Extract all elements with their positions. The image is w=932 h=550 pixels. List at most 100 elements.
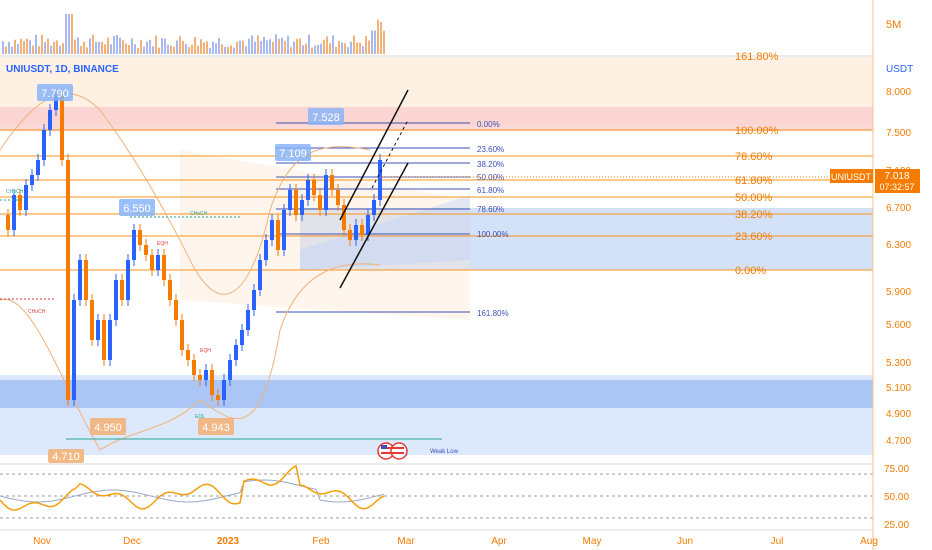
eqh-label: EQH (200, 348, 211, 354)
volume-bar (80, 46, 82, 54)
fib-big-label: 161.80% (735, 51, 779, 63)
us-flag-icon[interactable] (377, 442, 408, 460)
choch-label: CHoCH (28, 309, 46, 315)
volume-bar (350, 41, 352, 54)
price-tag-countdown: 07:32:57 (879, 182, 914, 192)
volume-bar (236, 41, 238, 54)
volume-bar (50, 45, 52, 54)
candle-body (210, 370, 214, 395)
volume-bar (23, 41, 25, 54)
volume-bar (41, 34, 43, 54)
volume-bar (308, 34, 310, 54)
candle-body (240, 330, 244, 345)
candle-body (258, 260, 262, 290)
volume-bar (374, 30, 376, 54)
volume-bar (359, 42, 361, 54)
rsi-axis[interactable]: 75.00 50.00 25.00 (884, 464, 909, 531)
candle-body (114, 280, 118, 320)
volume-bar (92, 34, 94, 54)
volume-bar (149, 39, 151, 54)
time-tick: Aug (860, 536, 878, 547)
price-axis[interactable]: 8.0007.5007.1006.7006.3005.9005.6005.300… (886, 87, 911, 447)
volume-bar (227, 46, 229, 54)
channel-midline[interactable] (371, 119, 409, 189)
volume-bar (215, 43, 217, 54)
volume-bar (101, 41, 103, 54)
fib-small-label: 78.60% (477, 205, 504, 214)
time-axis[interactable]: Nov Dec 2023 Feb Mar Apr May Jun Jul Aug (33, 536, 878, 547)
candle-body (138, 230, 142, 245)
volume-bar (299, 38, 301, 54)
candle-body (222, 380, 226, 400)
currency-label: USDT (886, 64, 913, 75)
fib-big-label: 50.00% (735, 192, 773, 204)
marker-value: 4.950 (94, 422, 122, 434)
channel-line-upper[interactable] (339, 89, 409, 221)
candle-body (84, 260, 88, 300)
eqh-label: EQH (157, 241, 168, 247)
candle-body (252, 290, 256, 310)
volume-bar (167, 44, 169, 54)
volume-bar (122, 40, 124, 54)
price-tick: 4.700 (886, 436, 911, 447)
channel-line-lower[interactable] (339, 162, 409, 289)
volume-bar (293, 41, 295, 54)
candle-body (324, 175, 328, 210)
volume-bar (182, 41, 184, 54)
time-tick: Jul (771, 536, 784, 547)
candle-body (294, 190, 298, 215)
candle-body (66, 160, 70, 400)
marker-mid1[interactable]: 6.550 (119, 199, 155, 216)
price-tick: 7.500 (886, 128, 911, 139)
volume-bar (95, 41, 97, 54)
volume-bar (347, 47, 349, 54)
volume-bar (197, 45, 199, 54)
volume-bar (89, 38, 91, 54)
volume-bar (320, 43, 322, 54)
price-tick: 5.100 (886, 383, 911, 394)
price-tag[interactable]: UNIUSDT 7.018 07:32:57 (380, 169, 920, 193)
candle-body (168, 280, 172, 300)
candle-body (270, 220, 274, 240)
candle-body (276, 220, 280, 250)
volume-bar (260, 41, 262, 54)
candle-body (54, 95, 58, 110)
fib-small-label: 50.00% (477, 173, 504, 182)
marker-mid2[interactable]: 7.109 (275, 144, 311, 161)
volume-bar (233, 47, 235, 54)
marker-value: 6.550 (123, 203, 151, 215)
volume-scale-label: 5M (886, 19, 901, 31)
candle-body (204, 370, 208, 380)
rsi-tick: 50.00 (884, 492, 909, 503)
volume-bar (86, 47, 88, 54)
marker-low0[interactable]: 4.710 (48, 449, 84, 463)
volume-bar (38, 46, 40, 54)
price-tick: 8.000 (886, 87, 911, 98)
volume-bar (371, 30, 373, 54)
volume-bar (242, 40, 244, 54)
volume-bar (368, 40, 370, 54)
time-tick: Jun (677, 536, 693, 547)
marker-value: 4.710 (52, 451, 80, 463)
volume-bar (29, 40, 31, 54)
volume-bar (305, 43, 307, 54)
volume-bar (110, 44, 112, 54)
volume-bar (179, 36, 181, 54)
volume-bar (302, 45, 304, 54)
volume-bar (329, 43, 331, 54)
marker-high1[interactable]: 7.790 (37, 84, 73, 101)
volume-bar (164, 38, 166, 54)
marker-high2[interactable]: 7.528 (308, 108, 344, 125)
fib-big-label: 0.00% (735, 265, 766, 277)
demand-zone-core (0, 380, 873, 408)
rsi-line (0, 464, 385, 511)
volume-bar (176, 40, 178, 54)
marker-low2[interactable]: 4.943 (198, 418, 234, 435)
candle-body (366, 215, 370, 235)
fib-big-label: 38.20% (735, 209, 773, 221)
time-tick: Apr (491, 536, 507, 547)
volume-bar (290, 47, 292, 54)
marker-low1[interactable]: 4.950 (90, 418, 126, 435)
volume-bars (2, 14, 385, 54)
